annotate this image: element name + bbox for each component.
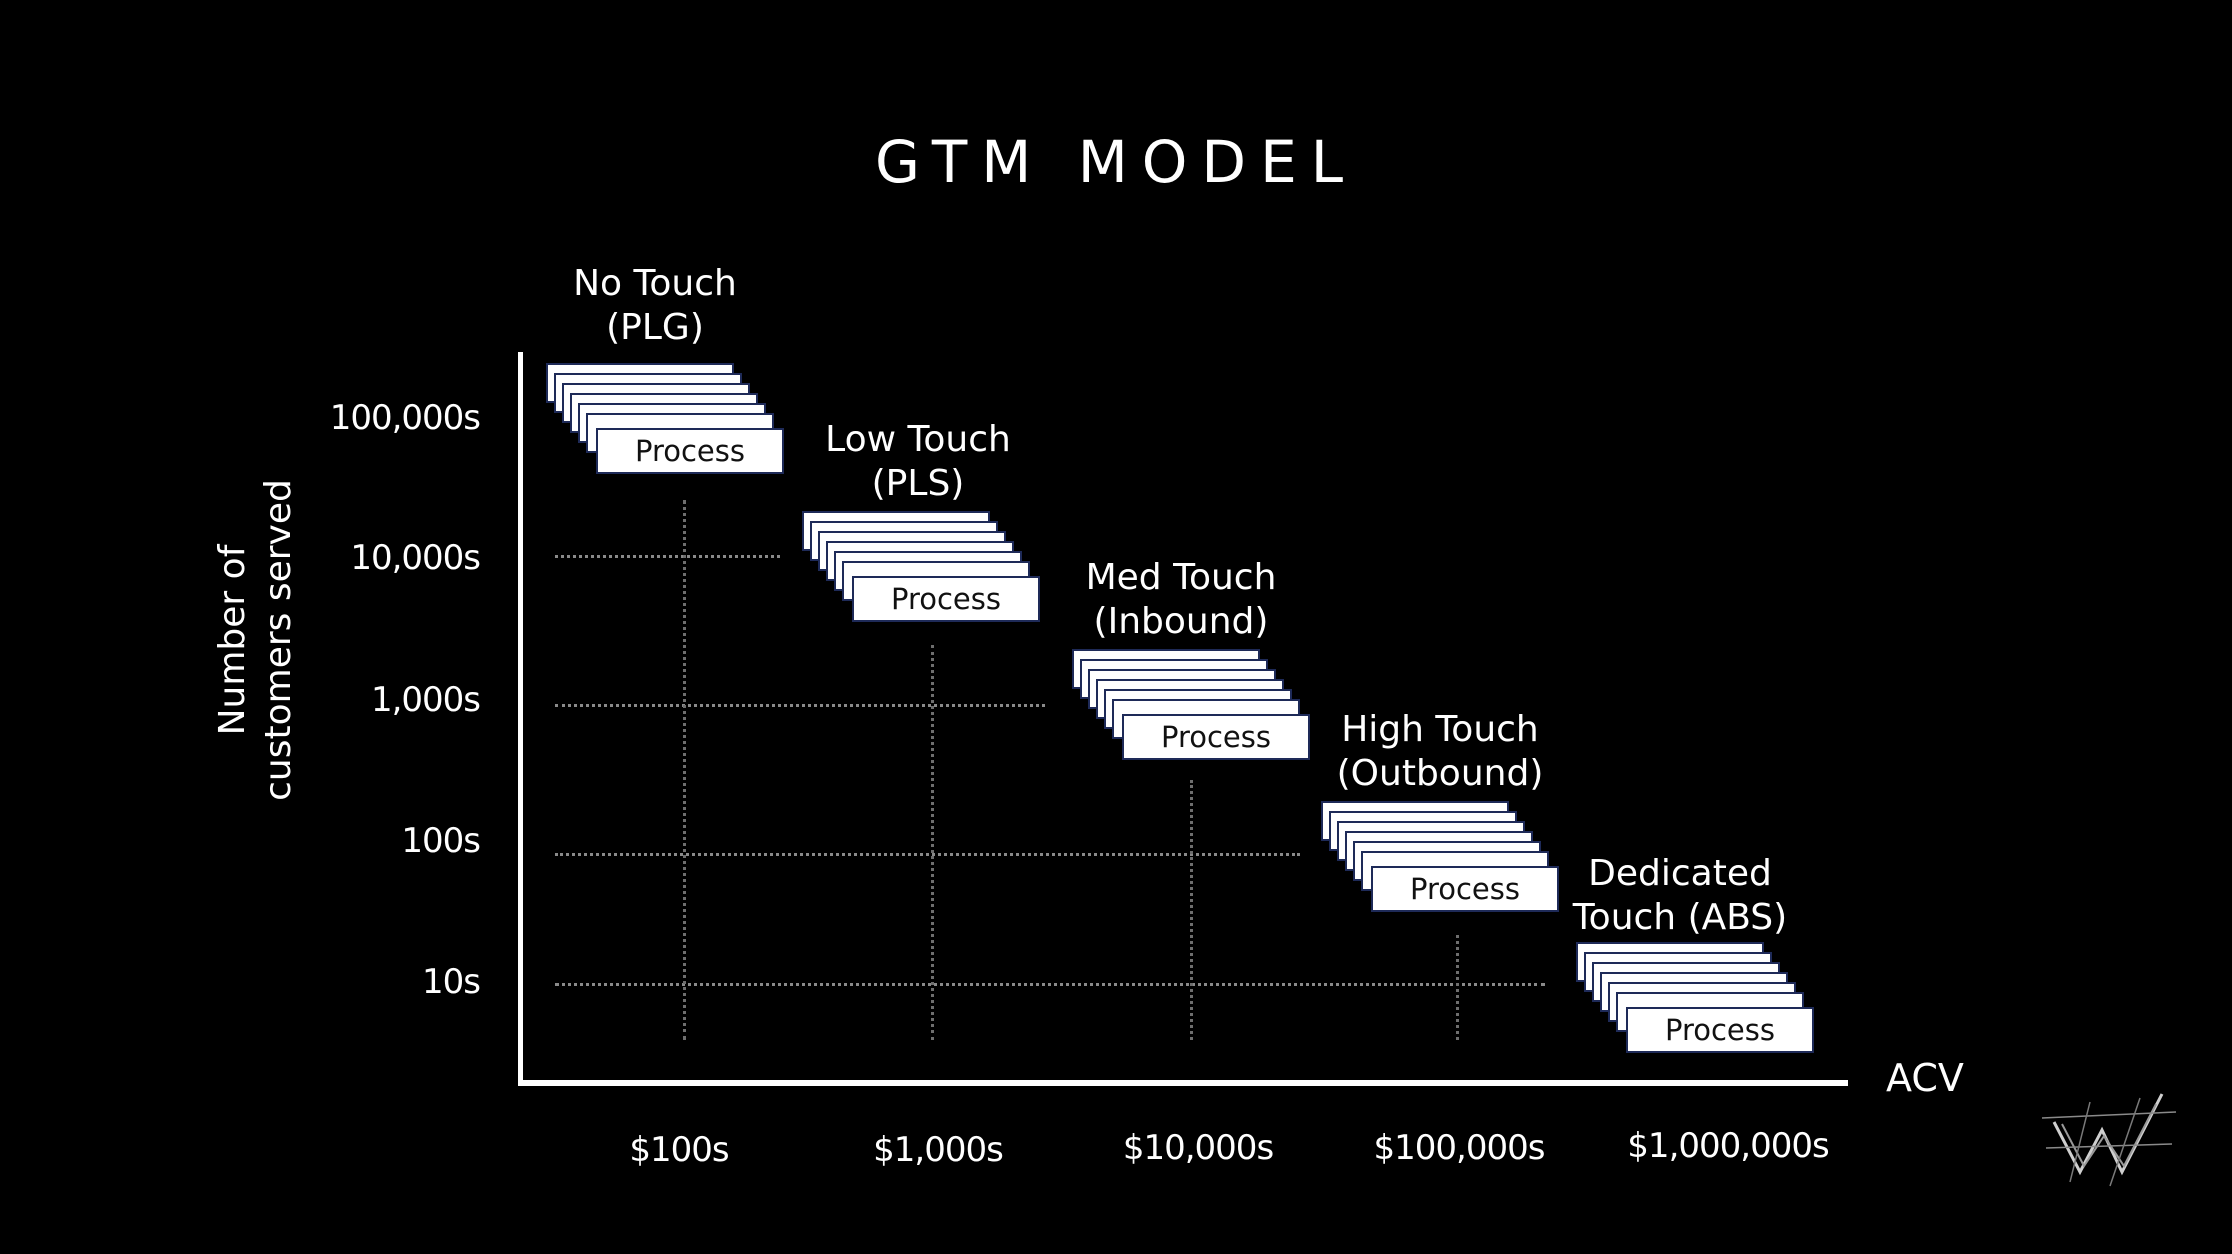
process-stack-no-touch: Process	[546, 363, 786, 478]
segment-label-no-touch: No Touch (PLG)	[573, 263, 737, 348]
x-axis-line	[518, 1080, 1848, 1086]
h-gridline-10s	[555, 983, 1545, 986]
x-axis-label: ACV	[1886, 1056, 1964, 1100]
segment-label-high-touch: High Touch (Outbound)	[1336, 709, 1544, 794]
h-gridline-1000s	[555, 704, 1045, 707]
x-tick-1000s: $1,000s	[873, 1130, 1004, 1170]
process-stack-dedicated-touch: Process	[1576, 942, 1816, 1057]
w-logo-icon	[2041, 1093, 2177, 1187]
v-gridline-1000s	[931, 645, 934, 1040]
y-tick-1000s: 1,000s	[370, 680, 481, 720]
x-tick-100000s: $100,000s	[1373, 1128, 1546, 1168]
y-axis-label-line1: Number of	[212, 544, 253, 736]
x-tick-10000s: $10,000s	[1122, 1128, 1274, 1168]
process-stack-med-touch: Process	[1072, 649, 1312, 764]
process-box: Process	[1371, 866, 1559, 912]
h-gridline-10000s	[555, 555, 780, 558]
x-tick-100s: $100s	[629, 1130, 729, 1170]
process-box: Process	[1122, 714, 1310, 760]
process-box: Process	[1626, 1007, 1814, 1053]
h-gridline-100s	[555, 853, 1300, 856]
y-tick-10000s: 10,000s	[350, 538, 481, 578]
segment-label-dedicated-touch: Dedicated Touch (ABS)	[1572, 853, 1788, 938]
y-tick-10s: 10s	[422, 962, 481, 1002]
segment-label-low-touch: Low Touch (PLS)	[825, 419, 1011, 504]
y-tick-100s: 100s	[401, 821, 481, 861]
y-axis-label-line2: customers served	[258, 479, 299, 801]
y-axis-line	[518, 352, 523, 1086]
y-tick-100000s: 100,000s	[329, 398, 481, 438]
y-axis-label: Number of customers served	[210, 460, 302, 820]
process-stack-low-touch: Process	[802, 511, 1042, 626]
process-box: Process	[596, 428, 784, 474]
process-box: Process	[852, 576, 1040, 622]
v-gridline-100s	[683, 500, 686, 1040]
process-stack-high-touch: Process	[1321, 801, 1561, 916]
segment-label-med-touch: Med Touch (Inbound)	[1085, 557, 1277, 642]
v-gridline-100000s	[1456, 935, 1459, 1040]
page-title: GTM MODEL	[874, 128, 1358, 196]
v-gridline-10000s	[1190, 780, 1193, 1040]
x-tick-1000000s: $1,000,000s	[1627, 1126, 1829, 1166]
